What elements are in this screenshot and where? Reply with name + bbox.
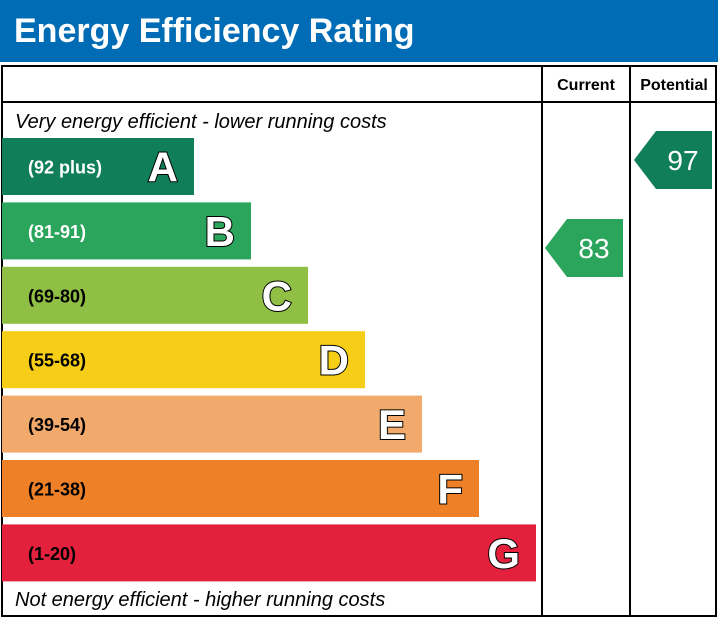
chart-title: Energy Efficiency Rating	[0, 0, 718, 62]
band-f-bar	[2, 460, 479, 517]
column-header-potential: Potential	[640, 77, 708, 94]
band-g-bar	[2, 524, 536, 582]
band-a-range: (92 plus)	[28, 158, 102, 178]
band-e-letter: E	[378, 401, 406, 448]
current-rating-arrow	[545, 219, 623, 277]
bottom-note: Not energy efficient - higher running co…	[15, 589, 385, 611]
band-g-range: (1-20)	[28, 544, 76, 564]
band-b-letter: B	[205, 208, 235, 255]
column-header-current: Current	[557, 77, 615, 94]
band-a-bar	[2, 138, 194, 195]
band-d-bar	[2, 331, 365, 389]
band-b-range: (81-91)	[28, 222, 86, 242]
band-a-letter: A	[148, 144, 178, 191]
band-c-bar	[2, 266, 308, 324]
band-f-letter: F	[437, 466, 463, 513]
potential-rating-value: 97	[667, 145, 698, 176]
potential-rating-arrow	[634, 131, 712, 189]
band-c-letter: C	[262, 272, 292, 319]
current-rating-value: 83	[578, 233, 609, 264]
band-e-range: (39-54)	[28, 415, 86, 435]
band-c-range: (69-80)	[28, 286, 86, 306]
band-d-letter: D	[319, 337, 349, 384]
band-f-range: (21-38)	[28, 480, 86, 500]
band-b-bar	[2, 202, 251, 260]
band-e-bar	[2, 395, 422, 453]
band-d-range: (55-68)	[28, 351, 86, 371]
band-g-letter: G	[487, 530, 520, 577]
top-note: Very energy efficient - lower running co…	[15, 111, 387, 133]
